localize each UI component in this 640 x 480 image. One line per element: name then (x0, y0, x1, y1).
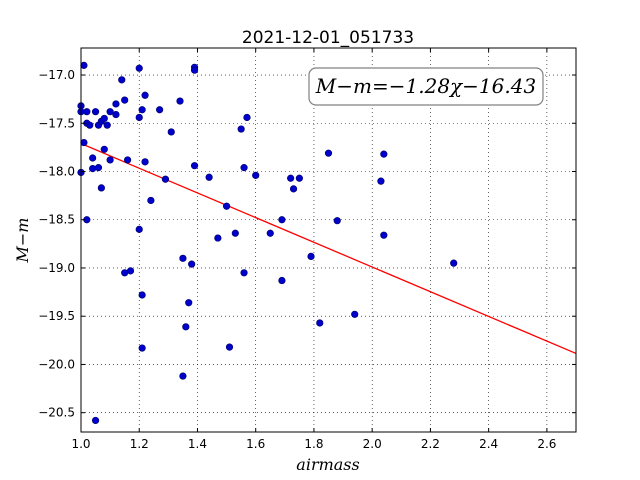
data-point (100, 114, 108, 123)
data-point (380, 150, 388, 158)
data-point (80, 61, 88, 69)
plot-frame (80, 47, 577, 433)
data-point (278, 276, 286, 285)
data-point (231, 229, 239, 237)
data-point (351, 310, 359, 318)
data-point (106, 108, 114, 116)
data-point (156, 106, 164, 114)
data-point (266, 229, 274, 237)
data-point (237, 125, 245, 133)
data-point (333, 217, 341, 225)
y-tick-label: −17.5 (38, 116, 75, 130)
data-point (123, 156, 132, 164)
data-point (147, 196, 155, 205)
data-point (377, 177, 385, 185)
data-point (161, 175, 170, 183)
annotation-box (308, 67, 544, 106)
data-point (380, 231, 388, 239)
data-point (324, 149, 333, 157)
y-tick-label: −18.5 (38, 213, 75, 227)
y-axis-label: M−m (13, 218, 32, 264)
data-point (185, 299, 193, 307)
chart-title: 2021-12-01_051733 (242, 28, 414, 48)
y-tick-label: −18.0 (38, 164, 75, 178)
fit-equation: M−m=−1.28χ−16.43 (315, 74, 536, 98)
data-point (307, 252, 315, 261)
x-tick-label: 1.8 (304, 437, 323, 451)
data-point (100, 145, 108, 153)
data-point (97, 184, 105, 192)
data-point (450, 259, 458, 267)
data-point (176, 97, 184, 105)
data-point (252, 171, 260, 179)
x-axis-label: airmass (296, 455, 359, 474)
data-point (80, 138, 88, 147)
data-point (106, 156, 114, 164)
y-tick-label: −20.5 (38, 406, 75, 420)
x-tick-label: 1.6 (246, 437, 265, 451)
plot-area (81, 48, 576, 432)
x-tick-label: 1.2 (130, 437, 149, 451)
grid-layer (80, 48, 576, 432)
data-point (289, 185, 298, 193)
data-point (89, 154, 97, 162)
points-layer (77, 61, 458, 425)
y-tick-label: −20.0 (38, 357, 75, 371)
y-tick-label: −19.0 (38, 261, 75, 275)
data-point (135, 225, 143, 233)
x-tick-label: 2.4 (479, 437, 498, 451)
data-point (225, 343, 234, 351)
data-point (135, 113, 143, 122)
data-point (91, 108, 100, 116)
x-tick-label: 1.0 (71, 437, 90, 451)
data-point (287, 174, 295, 182)
x-tick-label: 1.4 (188, 437, 207, 451)
y-tick-label: −17.0 (38, 68, 75, 82)
data-point (112, 100, 120, 108)
data-point (214, 234, 222, 242)
data-point (188, 260, 196, 268)
data-point (89, 165, 97, 173)
data-point (316, 319, 324, 327)
ticks-layer: 1.0 1.2 1.4 1.6 1.8 2.0 2.2 2.4 2.6 −17.0 −17.5 −18… (38, 48, 576, 451)
data-point (118, 76, 126, 84)
data-point (179, 254, 187, 262)
data-point (295, 174, 303, 182)
data-point (135, 64, 143, 72)
data-point (182, 323, 190, 331)
data-point (243, 113, 251, 122)
data-point (91, 416, 100, 425)
data-point (103, 121, 111, 129)
data-point (138, 344, 146, 352)
data-point (94, 164, 103, 172)
x-tick-label: 2.6 (537, 437, 556, 451)
data-point (205, 173, 213, 181)
data-point (240, 164, 248, 172)
data-point (141, 158, 149, 166)
data-point (190, 162, 199, 170)
data-point (190, 66, 199, 74)
data-point (141, 91, 149, 99)
data-point (112, 110, 120, 119)
data-point (121, 96, 129, 104)
data-point (126, 267, 135, 275)
data-point (240, 269, 248, 277)
data-point (138, 106, 146, 114)
fit-annotation: M−m=−1.28χ−16.43 (308, 67, 544, 106)
data-point (278, 216, 286, 224)
data-point (83, 108, 91, 116)
x-tick-label: 2.2 (421, 437, 440, 451)
data-point (138, 291, 146, 299)
x-tick-label: 2.0 (363, 437, 382, 451)
data-point (179, 372, 187, 380)
data-point (222, 202, 231, 210)
data-point (86, 121, 94, 129)
data-point (167, 128, 175, 136)
y-tick-label: −19.5 (38, 309, 75, 323)
